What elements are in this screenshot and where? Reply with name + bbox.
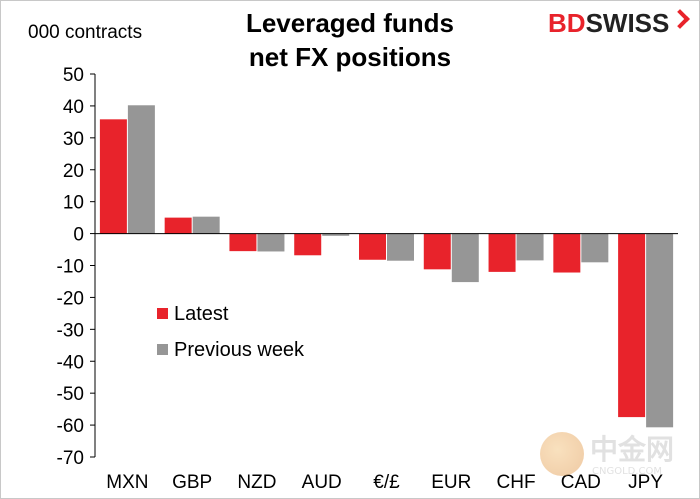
watermark-site: CNGOLD.COM bbox=[592, 466, 663, 477]
y-tick-label--40: -40 bbox=[57, 352, 84, 373]
bar-latest-8 bbox=[618, 233, 646, 418]
bar-latest-3 bbox=[294, 233, 322, 256]
x-tick-label-3: AUD bbox=[302, 472, 342, 493]
bar-previous-week-3 bbox=[322, 233, 350, 236]
y-tick-label-20: 20 bbox=[63, 161, 84, 182]
legend-swatch-previous-week bbox=[157, 344, 168, 355]
x-tick-label-2: NZD bbox=[237, 472, 276, 493]
bar-latest-1 bbox=[164, 217, 192, 234]
bar-previous-week-8 bbox=[646, 233, 674, 428]
legend-item-previous-week: Previous week bbox=[157, 339, 304, 362]
watermark-text: 中金网 bbox=[590, 434, 675, 465]
legend-label-latest: Latest bbox=[174, 303, 229, 325]
x-tick-label-4: €/£ bbox=[373, 472, 400, 493]
y-tick-label--20: -20 bbox=[57, 288, 84, 309]
bar-latest-4 bbox=[359, 233, 386, 260]
bar-previous-week-4 bbox=[387, 233, 414, 261]
y-tick-label--70: -70 bbox=[57, 448, 84, 469]
y-tick-label--50: -50 bbox=[57, 384, 84, 405]
y-tick-label-40: 40 bbox=[63, 97, 84, 118]
brand-logo-part1: BD bbox=[548, 8, 586, 38]
bar-previous-week-2 bbox=[257, 233, 285, 252]
chart-title: Leveraged funds net FX positions bbox=[200, 6, 500, 74]
bar-previous-week-5 bbox=[451, 233, 479, 283]
bar-previous-week-6 bbox=[516, 233, 544, 261]
watermark-logo-icon bbox=[540, 432, 584, 476]
legend-item-latest: Latest bbox=[157, 303, 228, 326]
x-tick-label-0: MXN bbox=[106, 472, 148, 493]
legend-label-previous-week: Previous week bbox=[174, 339, 305, 361]
bar-latest-2 bbox=[229, 233, 257, 252]
x-tick-label-5: EUR bbox=[431, 472, 471, 493]
bar-latest-7 bbox=[553, 233, 581, 273]
bar-previous-week-0 bbox=[127, 105, 155, 234]
bar-previous-week-1 bbox=[192, 216, 220, 234]
x-tick-label-8: JPY bbox=[628, 472, 663, 493]
x-tick-label-1: GBP bbox=[172, 472, 212, 493]
y-tick-label-10: 10 bbox=[63, 193, 84, 214]
bar-previous-week-7 bbox=[581, 233, 609, 263]
x-tick-label-6: CHF bbox=[497, 472, 536, 493]
chart-title-line1: Leveraged funds bbox=[245, 8, 455, 38]
x-tick-label-7: CAD bbox=[561, 472, 601, 493]
y-axis-unit-label: 000 contracts bbox=[28, 22, 143, 43]
y-tick-label-50: 50 bbox=[63, 65, 84, 86]
y-tick-label-0: 0 bbox=[73, 225, 84, 246]
y-tick-label-30: 30 bbox=[63, 129, 84, 150]
y-tick-label--30: -30 bbox=[57, 320, 84, 341]
bar-latest-6 bbox=[488, 233, 516, 272]
bar-latest-0 bbox=[99, 119, 127, 234]
watermark: 中金网 CNGOLD.COM bbox=[540, 428, 690, 492]
chart-title-line2: net FX positions bbox=[248, 42, 452, 72]
brand-logo-part2: SWISS bbox=[585, 8, 670, 38]
bar-latest-5 bbox=[423, 233, 451, 270]
y-tick-label--60: -60 bbox=[57, 416, 84, 437]
y-tick-label--10: -10 bbox=[57, 257, 84, 278]
brand-logo: BDSWISS bbox=[548, 8, 691, 39]
legend-swatch-latest bbox=[157, 308, 168, 319]
